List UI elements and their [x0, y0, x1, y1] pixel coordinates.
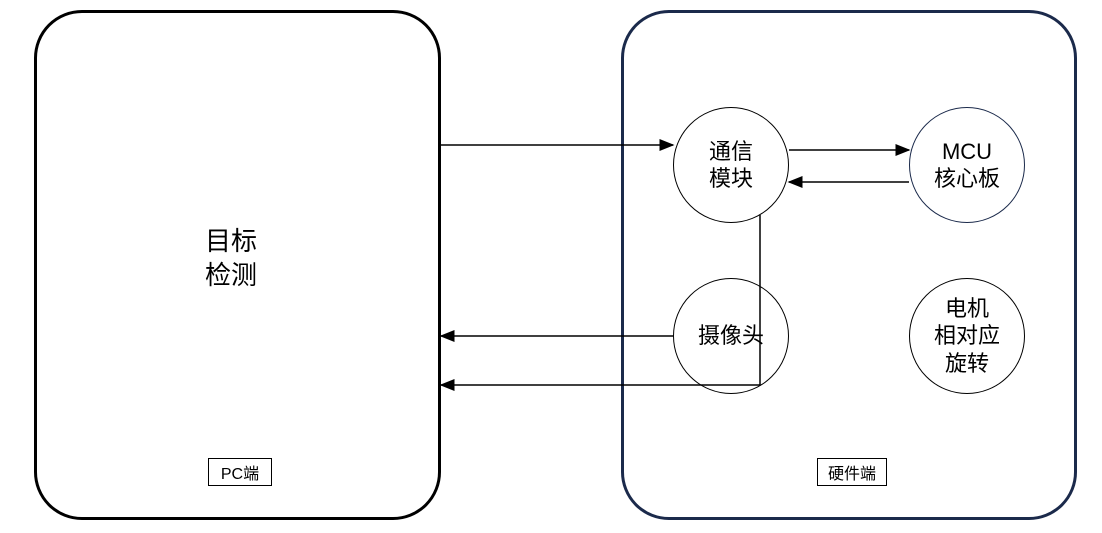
diagram-container: 目标 检测 通信 模块 MCU 核心板 摄像头 电机 相对应 旋转 PC端 硬件…: [0, 0, 1102, 533]
edges-layer: [0, 0, 1102, 533]
